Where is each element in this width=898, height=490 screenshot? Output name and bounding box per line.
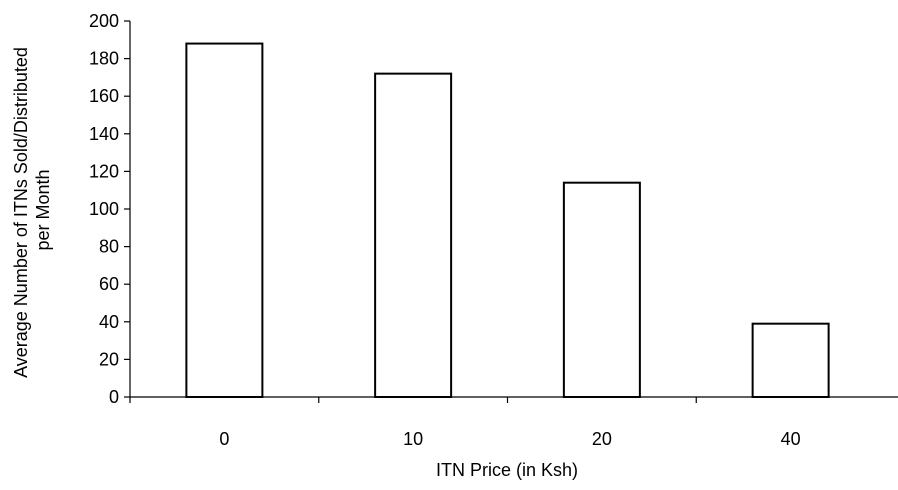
y-tick-label: 180 <box>89 49 119 69</box>
y-tick-label: 160 <box>89 86 119 106</box>
y-axis-title-line-1: Average Number of ITNs Sold/Distributed <box>11 47 31 378</box>
x-tick-label: 20 <box>592 429 612 449</box>
x-tick-label: 0 <box>219 429 229 449</box>
plot-area: 0 20 40 60 80 100 120 140 160 180 200 0 10 20 40 <box>89 11 898 449</box>
y-tick-label: 80 <box>99 237 119 257</box>
bar <box>374 72 453 398</box>
y-tick-label: 40 <box>99 312 119 332</box>
y-axis-title-line-2: per Month <box>33 169 53 250</box>
y-tick-label: 0 <box>109 387 119 407</box>
y-tick-label: 60 <box>99 274 119 294</box>
y-tick-label: 20 <box>99 349 119 369</box>
x-axis-title: ITN Price (in Ksh) <box>436 460 578 480</box>
bar <box>562 181 641 398</box>
x-tick-label: 10 <box>403 429 423 449</box>
y-axis-title: Average Number of ITNs Sold/Distributed … <box>11 42 53 378</box>
bar <box>185 42 264 399</box>
bar <box>751 322 830 398</box>
y-tick-label: 120 <box>89 161 119 181</box>
y-tick-label: 140 <box>89 124 119 144</box>
y-tick-label: 100 <box>89 199 119 219</box>
x-tick-label: 40 <box>781 429 801 449</box>
y-tick-label: 200 <box>89 11 119 31</box>
